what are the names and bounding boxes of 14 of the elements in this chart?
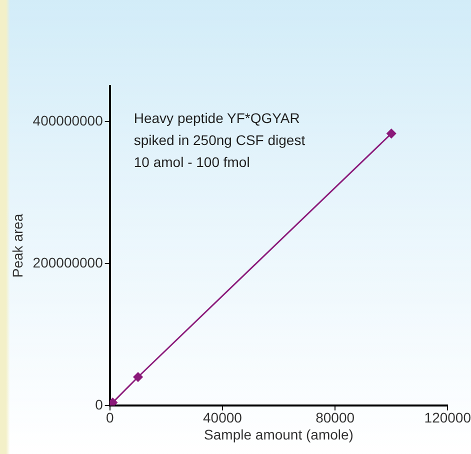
y-axis-title: Peak area (9, 214, 26, 278)
y-tick-label: 200000000 (32, 254, 104, 270)
annotation: spiked in 250ng CSF digest (134, 132, 306, 148)
point (386, 128, 396, 138)
y-tick-label: 400000000 (32, 112, 104, 128)
x-axis-title: Sample amount (amole) (204, 426, 354, 442)
x-tick-label: 80000 (316, 410, 355, 426)
point (133, 372, 143, 382)
x-tick-label: 0 (106, 410, 114, 426)
x-tick-label: 40000 (202, 410, 242, 426)
annotation: 10 amol - 100 fmol (134, 154, 250, 170)
annotation: Heavy peptide YF*QGYAR (134, 110, 300, 126)
x-tick-label: 120000 (424, 410, 471, 426)
y-tick-label: 0 (95, 396, 104, 412)
